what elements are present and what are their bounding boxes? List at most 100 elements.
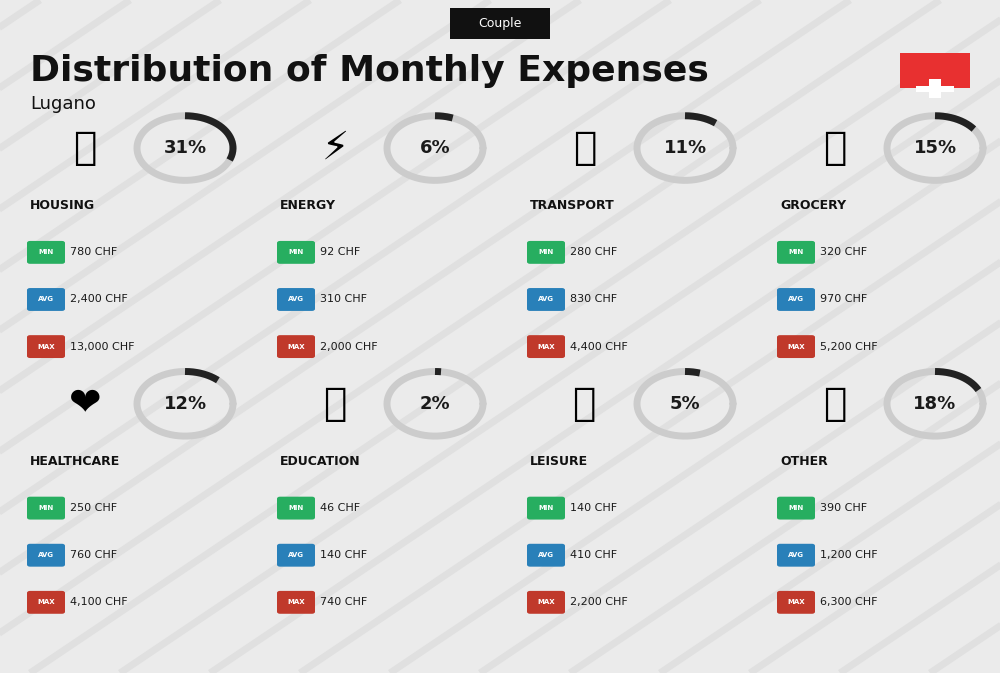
FancyBboxPatch shape bbox=[277, 288, 315, 311]
Text: MAX: MAX bbox=[787, 344, 805, 349]
Text: AVG: AVG bbox=[38, 553, 54, 558]
Text: AVG: AVG bbox=[38, 297, 54, 302]
FancyBboxPatch shape bbox=[777, 591, 815, 614]
FancyBboxPatch shape bbox=[27, 544, 65, 567]
FancyBboxPatch shape bbox=[527, 497, 565, 520]
Text: HOUSING: HOUSING bbox=[30, 199, 95, 212]
FancyBboxPatch shape bbox=[527, 544, 565, 567]
Text: 12%: 12% bbox=[163, 395, 207, 413]
FancyBboxPatch shape bbox=[777, 544, 815, 567]
FancyBboxPatch shape bbox=[777, 335, 815, 358]
Text: MIN: MIN bbox=[288, 250, 304, 255]
Text: 5%: 5% bbox=[670, 395, 700, 413]
Text: 250 CHF: 250 CHF bbox=[70, 503, 117, 513]
Text: 1,200 CHF: 1,200 CHF bbox=[820, 551, 878, 560]
Text: TRANSPORT: TRANSPORT bbox=[530, 199, 615, 212]
FancyBboxPatch shape bbox=[277, 591, 315, 614]
FancyBboxPatch shape bbox=[277, 335, 315, 358]
Text: 6,300 CHF: 6,300 CHF bbox=[820, 598, 878, 607]
Text: 🛒: 🛒 bbox=[823, 129, 847, 167]
FancyBboxPatch shape bbox=[777, 497, 815, 520]
FancyBboxPatch shape bbox=[277, 241, 315, 264]
Text: 280 CHF: 280 CHF bbox=[570, 248, 617, 257]
Text: LEISURE: LEISURE bbox=[530, 454, 588, 468]
Text: 46 CHF: 46 CHF bbox=[320, 503, 360, 513]
Text: 140 CHF: 140 CHF bbox=[320, 551, 367, 560]
Text: AVG: AVG bbox=[788, 553, 804, 558]
FancyBboxPatch shape bbox=[277, 497, 315, 520]
FancyBboxPatch shape bbox=[527, 591, 565, 614]
Text: MIN: MIN bbox=[38, 505, 54, 511]
Text: HEALTHCARE: HEALTHCARE bbox=[30, 454, 120, 468]
Text: MAX: MAX bbox=[287, 600, 305, 605]
Text: MIN: MIN bbox=[38, 250, 54, 255]
Text: MIN: MIN bbox=[538, 505, 554, 511]
Text: ENERGY: ENERGY bbox=[280, 199, 336, 212]
Text: MAX: MAX bbox=[537, 344, 555, 349]
FancyBboxPatch shape bbox=[27, 288, 65, 311]
Text: 320 CHF: 320 CHF bbox=[820, 248, 867, 257]
FancyBboxPatch shape bbox=[27, 497, 65, 520]
Text: MAX: MAX bbox=[37, 344, 55, 349]
Text: Distribution of Monthly Expenses: Distribution of Monthly Expenses bbox=[30, 54, 709, 87]
Text: 390 CHF: 390 CHF bbox=[820, 503, 867, 513]
Text: 4,400 CHF: 4,400 CHF bbox=[570, 342, 628, 351]
Text: 18%: 18% bbox=[913, 395, 957, 413]
Text: EDUCATION: EDUCATION bbox=[280, 454, 361, 468]
Text: 310 CHF: 310 CHF bbox=[320, 295, 367, 304]
FancyBboxPatch shape bbox=[916, 85, 954, 92]
Text: MIN: MIN bbox=[788, 505, 804, 511]
Text: AVG: AVG bbox=[288, 553, 304, 558]
Text: 🚌: 🚌 bbox=[573, 129, 597, 167]
FancyBboxPatch shape bbox=[777, 288, 815, 311]
Text: MAX: MAX bbox=[787, 600, 805, 605]
FancyBboxPatch shape bbox=[929, 79, 941, 98]
Text: 🎓: 🎓 bbox=[323, 385, 347, 423]
Text: AVG: AVG bbox=[538, 297, 554, 302]
Text: OTHER: OTHER bbox=[780, 454, 828, 468]
Text: 830 CHF: 830 CHF bbox=[570, 295, 617, 304]
FancyBboxPatch shape bbox=[27, 241, 65, 264]
FancyBboxPatch shape bbox=[27, 335, 65, 358]
Text: MAX: MAX bbox=[537, 600, 555, 605]
Text: 970 CHF: 970 CHF bbox=[820, 295, 867, 304]
Text: MAX: MAX bbox=[37, 600, 55, 605]
Text: 13,000 CHF: 13,000 CHF bbox=[70, 342, 134, 351]
Text: 2,400 CHF: 2,400 CHF bbox=[70, 295, 128, 304]
Text: 31%: 31% bbox=[163, 139, 207, 157]
FancyBboxPatch shape bbox=[450, 9, 550, 38]
Text: 760 CHF: 760 CHF bbox=[70, 551, 117, 560]
Text: 🏢: 🏢 bbox=[73, 129, 97, 167]
Text: 740 CHF: 740 CHF bbox=[320, 598, 367, 607]
Text: 2,000 CHF: 2,000 CHF bbox=[320, 342, 378, 351]
Text: 92 CHF: 92 CHF bbox=[320, 248, 360, 257]
Text: Lugano: Lugano bbox=[30, 96, 96, 113]
FancyBboxPatch shape bbox=[527, 241, 565, 264]
Text: 15%: 15% bbox=[913, 139, 957, 157]
Text: ⚡: ⚡ bbox=[321, 129, 349, 167]
FancyBboxPatch shape bbox=[27, 591, 65, 614]
Text: 2%: 2% bbox=[420, 395, 450, 413]
Text: MIN: MIN bbox=[538, 250, 554, 255]
Text: 11%: 11% bbox=[663, 139, 707, 157]
FancyBboxPatch shape bbox=[527, 335, 565, 358]
Text: 780 CHF: 780 CHF bbox=[70, 248, 117, 257]
Text: AVG: AVG bbox=[538, 553, 554, 558]
Text: ❤️: ❤️ bbox=[69, 385, 101, 423]
Text: 👜: 👜 bbox=[823, 385, 847, 423]
FancyBboxPatch shape bbox=[900, 53, 970, 88]
Text: GROCERY: GROCERY bbox=[780, 199, 846, 212]
Text: 410 CHF: 410 CHF bbox=[570, 551, 617, 560]
Text: 2,200 CHF: 2,200 CHF bbox=[570, 598, 628, 607]
FancyBboxPatch shape bbox=[527, 288, 565, 311]
FancyBboxPatch shape bbox=[277, 544, 315, 567]
Text: 5,200 CHF: 5,200 CHF bbox=[820, 342, 878, 351]
Text: MIN: MIN bbox=[788, 250, 804, 255]
Text: 140 CHF: 140 CHF bbox=[570, 503, 617, 513]
Text: MIN: MIN bbox=[288, 505, 304, 511]
Text: Couple: Couple bbox=[478, 17, 522, 30]
Text: 6%: 6% bbox=[420, 139, 450, 157]
Text: AVG: AVG bbox=[788, 297, 804, 302]
Text: MAX: MAX bbox=[287, 344, 305, 349]
FancyBboxPatch shape bbox=[777, 241, 815, 264]
